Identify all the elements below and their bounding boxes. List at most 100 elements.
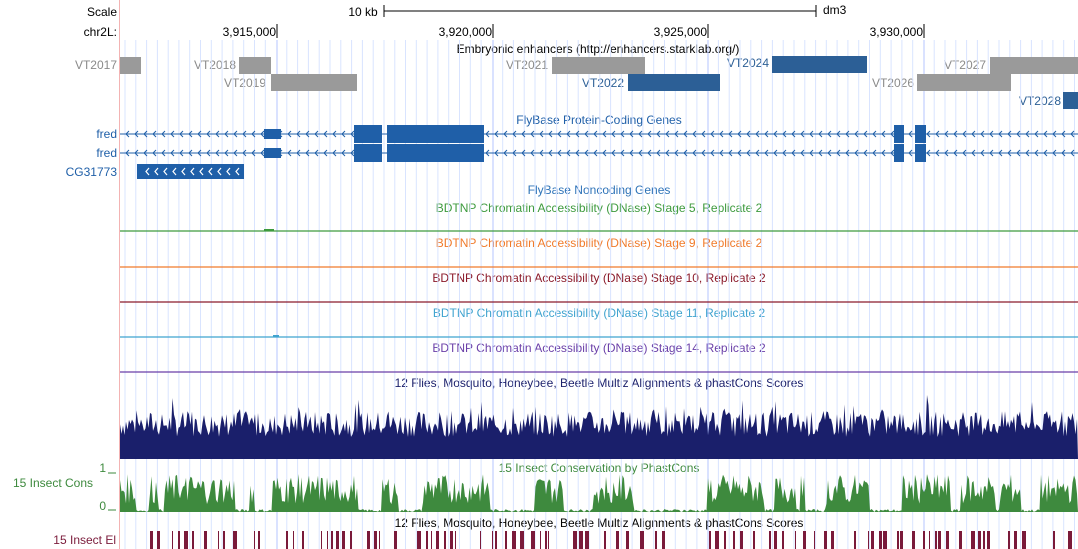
strand-arrow: [341, 149, 346, 157]
conserved-element: [436, 531, 439, 549]
strand-arrow: [638, 130, 643, 138]
conserved-element: [978, 531, 981, 549]
strand-arrow: [260, 149, 265, 157]
strand-arrow: [521, 149, 526, 157]
conserved-element: [640, 531, 644, 549]
conserved-element: [814, 531, 815, 549]
strand-arrow: [539, 130, 544, 138]
enhancer-label-vt2028[interactable]: VT2028: [1018, 94, 1061, 108]
conserved-element: [192, 531, 194, 549]
gene-exon-fred-2-1: [264, 148, 281, 158]
gene-label-cg31773[interactable]: CG31773: [65, 165, 117, 179]
strand-arrow-white: [208, 167, 213, 176]
conserved-element: [1068, 531, 1072, 549]
conserved-element: [172, 531, 173, 549]
conserved-element: [495, 531, 497, 549]
strand-arrow: [350, 130, 355, 138]
conserved-element: [431, 531, 432, 549]
gene-exon-fred-1-1: [264, 129, 281, 139]
strand-arrow: [224, 130, 229, 138]
conserved-element: [223, 531, 225, 549]
conserved-element: [218, 531, 219, 549]
strand-arrow: [179, 149, 184, 157]
conserved-element: [573, 531, 577, 549]
conserved-element: [753, 531, 755, 549]
conserved-element: [715, 531, 719, 549]
conserved-element: [293, 531, 294, 549]
conserved-element: [374, 531, 377, 549]
strand-arrow: [1034, 130, 1039, 138]
strand-arrow: [908, 149, 913, 157]
strand-arrow: [341, 130, 346, 138]
strand-arrow: [782, 130, 787, 138]
strand-arrow: [584, 149, 589, 157]
enhancer-label-vt2018[interactable]: VT2018: [193, 58, 236, 72]
strand-arrow: [827, 149, 832, 157]
gene-exon-fred-1-3: [387, 125, 484, 143]
enhancer-block-vt2026: [917, 74, 1011, 91]
conserved-element: [331, 531, 333, 549]
strand-arrow: [890, 130, 895, 138]
enhancer-block-vt2019: [271, 74, 357, 91]
strand-arrow: [710, 130, 715, 138]
strand-arrow: [332, 149, 337, 157]
conserved-element: [831, 531, 834, 549]
phastcons-side-label[interactable]: 15 Insect Cons: [12, 476, 93, 490]
enhancer-label-vt2019[interactable]: VT2019: [223, 76, 266, 90]
strand-arrow: [881, 149, 886, 157]
strand-arrow-white: [181, 167, 186, 176]
strand-arrow: [638, 149, 643, 157]
strand-arrow: [548, 130, 553, 138]
gene-label-fred-2[interactable]: fred: [96, 146, 117, 160]
conserved-element: [871, 531, 874, 549]
strand-arrow: [530, 130, 535, 138]
elements-side-label[interactable]: 15 Insect El: [53, 533, 116, 547]
enhancer-label-vt2024[interactable]: VT2024: [726, 56, 769, 70]
conserved-element: [327, 531, 328, 549]
strand-arrow: [566, 149, 571, 157]
conserved-element: [824, 531, 827, 549]
enhancer-label-vt2027[interactable]: VT2027: [943, 58, 986, 72]
gene-label-fred-1[interactable]: fred: [96, 127, 117, 141]
strand-arrow: [1061, 130, 1066, 138]
tick-label-1: 3,915,000: [222, 25, 276, 39]
conserved-element: [512, 531, 516, 549]
strand-arrow: [737, 149, 742, 157]
enhancer-label-vt2021[interactable]: VT2021: [505, 58, 548, 72]
strand-arrow: [719, 149, 724, 157]
multiz-track-title: 12 Flies, Mosquito, Honeybee, Beetle Mul…: [394, 376, 804, 390]
strand-arrow: [647, 130, 652, 138]
strand-arrow: [665, 149, 670, 157]
strand-arrow: [197, 130, 202, 138]
conserved-element: [444, 531, 446, 549]
conserved-element: [492, 531, 493, 549]
conserved-element: [379, 531, 380, 549]
strand-arrow: [1007, 149, 1012, 157]
conserved-element: [367, 531, 370, 549]
conserved-element: [912, 531, 915, 549]
phastcons-track-title: 15 Insect Conservation by PhastCons: [498, 461, 700, 475]
conserved-element: [946, 531, 949, 549]
tick-label-3: 3,925,000: [653, 25, 707, 39]
conserved-element: [795, 531, 796, 549]
strand-arrow: [872, 149, 877, 157]
enhancer-label-vt2022[interactable]: VT2022: [581, 76, 624, 90]
strand-arrow: [134, 130, 139, 138]
strand-arrow: [593, 149, 598, 157]
strand-arrow: [602, 149, 607, 157]
strand-arrow: [602, 130, 607, 138]
conserved-element: [935, 531, 937, 549]
strand-arrow: [746, 149, 751, 157]
conserved-element: [782, 531, 784, 549]
conserved-element: [724, 531, 726, 549]
strand-arrow: [845, 130, 850, 138]
strand-arrow: [800, 130, 805, 138]
conserved-element: [929, 531, 930, 549]
strand-arrow: [584, 130, 589, 138]
strand-arrow: [1052, 149, 1057, 157]
strand-arrow: [800, 149, 805, 157]
strand-arrow: [1016, 149, 1021, 157]
enhancer-label-vt2026[interactable]: VT2026: [871, 76, 914, 90]
enhancer-label-vt2017[interactable]: VT2017: [74, 58, 117, 72]
